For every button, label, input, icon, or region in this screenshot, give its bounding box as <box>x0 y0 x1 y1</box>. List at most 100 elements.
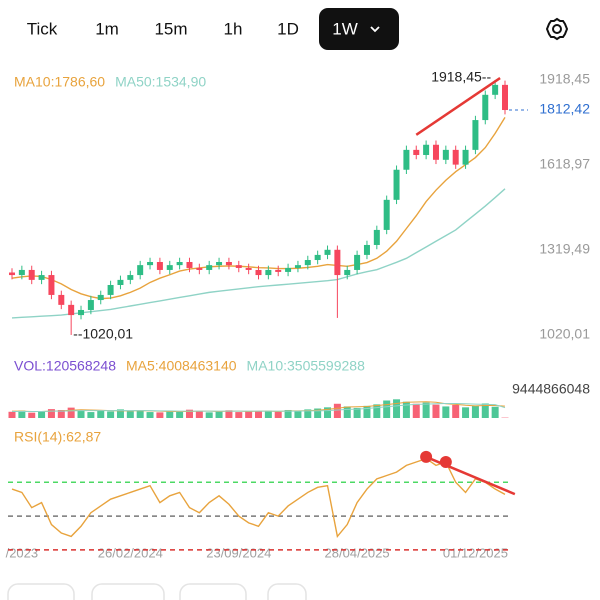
volume-bar <box>185 409 193 418</box>
volume-bar <box>87 412 95 418</box>
candle-body <box>166 265 173 270</box>
volume-bar <box>38 411 46 418</box>
volume-bar <box>491 406 499 418</box>
candle-body <box>304 260 311 266</box>
candle-body <box>472 120 479 150</box>
candle-body <box>87 300 94 310</box>
volume-bar <box>136 410 144 418</box>
volume-bar <box>343 406 351 418</box>
volume-bar <box>314 408 322 418</box>
volume-bar <box>116 409 124 418</box>
volume-bar <box>146 412 154 418</box>
volume-bar <box>324 407 332 418</box>
rsi-marker <box>439 455 452 468</box>
settings-icon[interactable] <box>545 17 569 41</box>
volume-bar <box>107 411 115 418</box>
volume-bar <box>225 410 233 418</box>
last-price-label: 1812,42 <box>539 101 590 117</box>
candle-body <box>403 149 410 170</box>
legend-entry: MA10:1786,60 <box>14 74 105 90</box>
volume-bar <box>373 404 381 418</box>
candle-body <box>314 254 321 261</box>
trendline <box>425 455 516 496</box>
candle-body <box>462 149 469 165</box>
volume-bar <box>471 405 479 418</box>
candle-body <box>265 269 272 276</box>
tab[interactable]: 1h <box>224 19 243 38</box>
candle-body <box>28 269 35 280</box>
candle-body <box>186 262 193 268</box>
candle-body <box>107 284 114 295</box>
volume-bar <box>235 412 243 418</box>
candle-body <box>156 262 163 270</box>
candle-body <box>492 84 499 95</box>
y-tick-label: 9444866048 <box>512 381 590 397</box>
x-tick-label: 01/12/2025 <box>443 545 508 560</box>
y-tick-label: 1618,97 <box>539 156 590 172</box>
candle-body <box>127 275 134 280</box>
volume-bar <box>126 411 134 418</box>
tab[interactable]: Tick <box>27 19 58 38</box>
candle-body <box>452 149 459 165</box>
candle-body <box>206 265 213 270</box>
volume-bar <box>97 410 105 418</box>
volume-bar <box>393 399 401 418</box>
bottom-button[interactable] <box>7 583 75 600</box>
volume-bar <box>166 410 174 418</box>
volume-bar <box>47 409 55 418</box>
gear-outline <box>545 17 569 41</box>
bottom-button[interactable] <box>91 583 165 600</box>
candle-body <box>334 249 341 276</box>
candle-body <box>147 262 154 266</box>
legend-entry: MA5:4008463140 <box>126 358 237 374</box>
trendline <box>415 77 501 136</box>
tab[interactable]: 1m <box>95 19 119 38</box>
candle-body <box>78 309 85 316</box>
volume-bar <box>412 403 420 418</box>
legend-entry: MA10:3505599288 <box>247 358 366 374</box>
gear-center <box>552 24 562 34</box>
tab-selected-bg[interactable] <box>319 8 399 50</box>
candle-body <box>275 269 282 272</box>
bottom-button[interactable] <box>267 583 307 600</box>
volume-bar <box>176 411 184 418</box>
candle-body <box>216 262 223 266</box>
candle-body <box>58 294 65 305</box>
volume-ma-line <box>12 402 506 412</box>
candle-body <box>413 149 420 155</box>
volume-bar <box>215 411 223 418</box>
bottom-button[interactable] <box>179 583 247 600</box>
volume-bar <box>264 410 272 418</box>
candle-body <box>383 199 390 230</box>
x-tick-label: /2023 <box>6 545 39 560</box>
bottom-buttons <box>7 583 307 600</box>
candle-body <box>137 265 144 276</box>
candle-body <box>48 275 55 295</box>
candle-body <box>442 149 449 160</box>
candle-body <box>423 144 430 155</box>
rsi-line <box>11 457 506 538</box>
y-tick-label: 1020,01 <box>539 326 590 342</box>
legend-entry: VOL:120568248 <box>14 358 116 374</box>
volume-bar <box>195 411 203 418</box>
candle-body <box>502 84 508 111</box>
volume-bar <box>452 404 460 418</box>
volume-bar <box>245 410 253 418</box>
candle-body <box>324 249 331 255</box>
volume-bar <box>156 412 164 418</box>
candle-body <box>225 262 232 266</box>
tab[interactable]: 1W <box>332 19 358 38</box>
candle-body <box>117 279 124 285</box>
volume-bar <box>402 401 410 418</box>
volume-bar <box>304 409 312 418</box>
tab[interactable]: 1D <box>277 19 299 38</box>
volume-bar <box>18 410 26 418</box>
candle-body <box>255 269 262 276</box>
candle-body <box>18 269 25 276</box>
volume-bar <box>462 407 470 418</box>
tab[interactable]: 15m <box>154 19 187 38</box>
candle-body <box>38 275 45 280</box>
candle-body <box>482 94 489 121</box>
candle-body <box>354 254 361 270</box>
volume-bar <box>442 406 450 418</box>
